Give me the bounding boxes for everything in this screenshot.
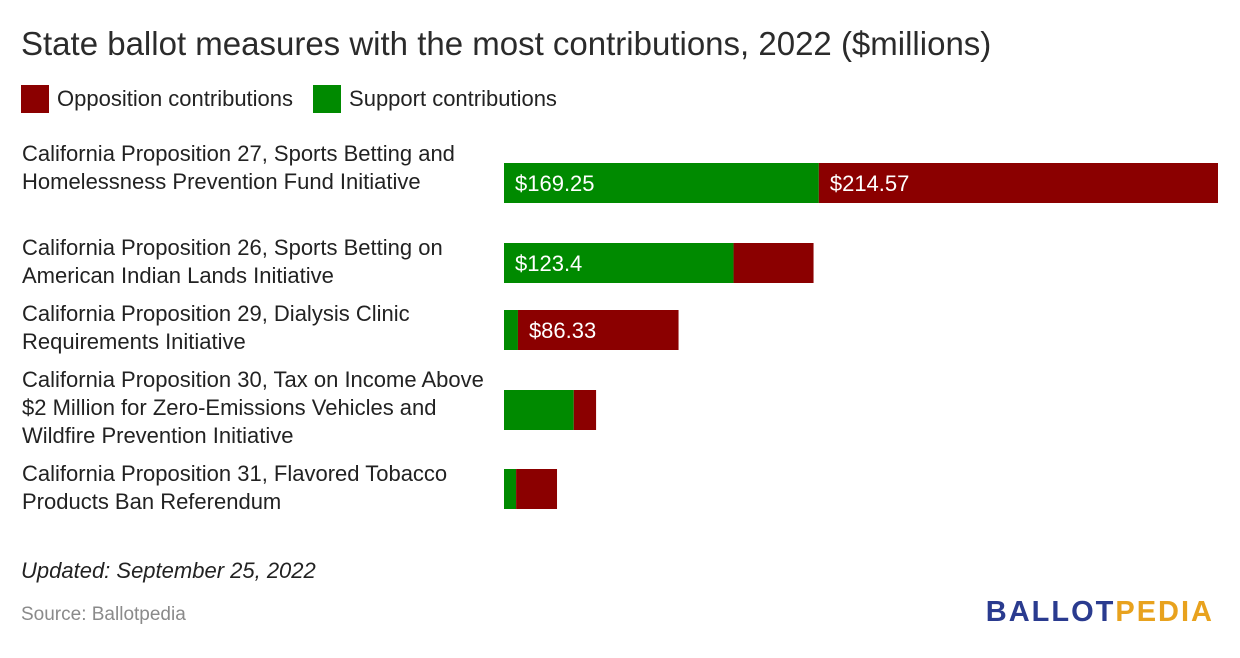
logo-part1: BALLOT xyxy=(985,596,1116,628)
bar-segment-support xyxy=(504,163,819,203)
category-label: California Proposition 26, Sports Bettin… xyxy=(22,235,443,288)
updated-note: Updated: September 25, 2022 xyxy=(21,558,316,583)
category-label: California Proposition 30, Tax on Income… xyxy=(22,367,484,448)
bar-segment-support xyxy=(504,310,518,350)
bar-segment-opposition xyxy=(516,469,558,509)
bar-data-label: $123.4 xyxy=(515,251,582,276)
bar-segment-opposition xyxy=(818,163,1218,203)
bar-segment-opposition xyxy=(517,310,679,350)
category-label: California Proposition 31, Flavored Toba… xyxy=(22,461,448,514)
legend-label-support: Support contributions xyxy=(349,86,557,111)
bar-data-label: $169.25 xyxy=(515,171,595,196)
bar-data-label: $86.33 xyxy=(529,318,596,343)
legend-swatch-opposition xyxy=(21,85,49,113)
legend-item-support: Support contributions xyxy=(313,85,557,113)
legend-swatch-support xyxy=(313,85,342,113)
chart-title: State ballot measures with the most cont… xyxy=(21,25,992,62)
logo-part2: PEDIA xyxy=(1115,596,1214,628)
bar-data-label: $214.57 xyxy=(830,171,910,196)
bar-segment-support xyxy=(504,469,517,509)
ballotpedia-logo: BALLOTPEDIA xyxy=(986,596,1214,629)
legend-label-opposition: Opposition contributions xyxy=(57,86,294,111)
legend-item-opposition: Opposition contributions xyxy=(21,85,293,113)
bar-segment-support xyxy=(504,243,734,283)
legend: Opposition contributions Support contrib… xyxy=(21,83,577,115)
bar-segment-support xyxy=(504,390,574,430)
bar-segment-opposition xyxy=(573,390,597,430)
category-label: California Proposition 27, Sports Bettin… xyxy=(22,141,455,194)
source-note: Source: Ballotpedia xyxy=(21,604,186,625)
bar-segment-opposition xyxy=(733,243,814,283)
category-label: California Proposition 29, Dialysis Clin… xyxy=(22,301,410,354)
